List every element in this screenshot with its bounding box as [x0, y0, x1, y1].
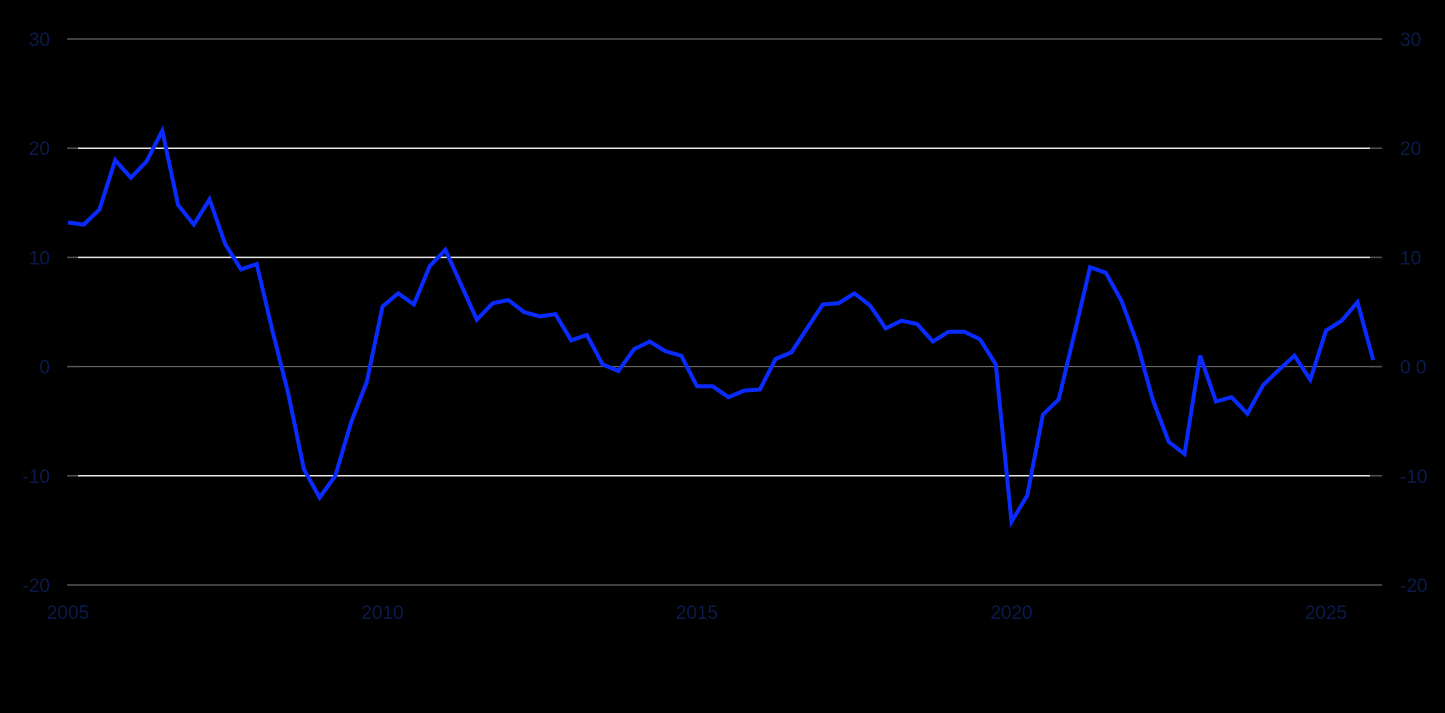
- y-tick-label-right: 10: [1400, 248, 1421, 269]
- x-tick-label: 2025: [1305, 603, 1347, 624]
- x-tick-label: 2005: [47, 603, 89, 624]
- x-tick-label: 2020: [990, 603, 1032, 624]
- y-tick-label-right: -20: [1400, 576, 1427, 597]
- x-tick-label: 2015: [676, 603, 718, 624]
- series-line: [67, 124, 1376, 528]
- y-tick-label-right: 30: [1400, 30, 1421, 51]
- y-tick-label-left: 30: [29, 30, 50, 51]
- x-axis: 2005 2010 2015 2020 2025: [47, 603, 1347, 624]
- y-tick-label-right: 0 0: [1400, 358, 1426, 379]
- y-tick-label-right: -10: [1400, 467, 1427, 488]
- gridlines: [67, 38, 1382, 586]
- x-tick-label: 2010: [361, 603, 403, 624]
- y-tick-label-left: 10: [29, 248, 50, 269]
- y-tick-label-left: -20: [23, 576, 50, 597]
- y-axis-left: 30 20 10 0 -10 -20: [23, 30, 50, 597]
- y-tick-label-left: 20: [29, 139, 50, 160]
- y-tick-label-left: 0: [39, 358, 50, 379]
- y-tick-label-left: -10: [23, 467, 50, 488]
- y-tick-label-right: 20: [1400, 139, 1421, 160]
- y-axis-right: 30 20 10 0 0 -10 -20: [1400, 30, 1427, 597]
